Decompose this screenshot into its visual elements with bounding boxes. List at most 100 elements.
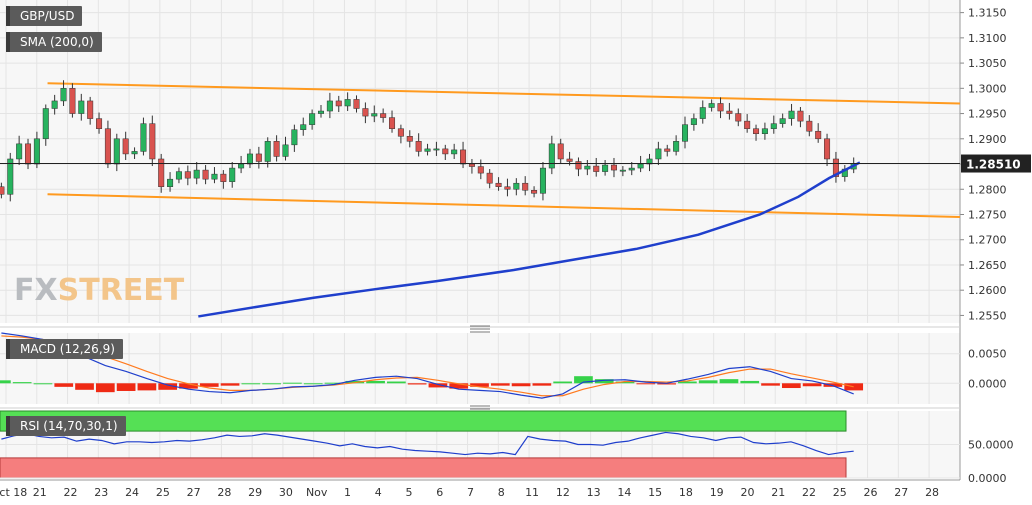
- macd-pane: [0, 333, 960, 404]
- candle-body: [238, 163, 245, 169]
- candle: [548, 135, 555, 175]
- candle: [708, 99, 715, 112]
- sma-indicator-label[interactable]: SMA (200,0): [6, 32, 102, 52]
- macd-histogram-bar: [698, 380, 718, 384]
- candle-body: [397, 128, 404, 137]
- x-tick-label: 18: [679, 486, 693, 499]
- macd-histogram-bar: [407, 383, 427, 385]
- x-tick-label: 29: [248, 486, 262, 499]
- x-tick-label: 5: [406, 486, 413, 499]
- macd-histogram-bar: [33, 383, 53, 385]
- y-tick-label: 1.2950: [968, 108, 1007, 121]
- macd-histogram-bar: [283, 382, 302, 384]
- candle-body: [477, 166, 484, 174]
- candle: [184, 165, 191, 186]
- candle-body: [131, 151, 138, 155]
- y-tick-label: 1.3100: [968, 32, 1007, 45]
- x-tick-label: 27: [894, 486, 908, 499]
- macd-histogram-bar: [0, 380, 11, 384]
- channel-upper-line: [47, 82, 961, 105]
- x-tick-label: 21: [33, 486, 47, 499]
- candle: [824, 133, 831, 167]
- macd-indicator-label[interactable]: MACD (12,26,9): [6, 339, 123, 359]
- candle-body: [122, 138, 129, 155]
- candle-body: [753, 128, 760, 134]
- candle: [815, 123, 822, 143]
- candle-body: [708, 103, 715, 108]
- candle-body: [184, 171, 191, 179]
- x-tick-label: 24: [125, 486, 139, 499]
- rsi-indicator-label[interactable]: RSI (14,70,30,1): [6, 416, 126, 436]
- candle: [60, 80, 67, 106]
- candle-body: [406, 136, 413, 142]
- macd-tick-label: 0.0000: [968, 377, 1007, 390]
- candle: [202, 165, 209, 185]
- candle-body: [104, 128, 111, 165]
- macd-histogram-bar: [75, 383, 94, 390]
- last-price-tag: [961, 154, 1031, 173]
- candle-body: [255, 153, 262, 162]
- candle-body: [326, 100, 333, 112]
- x-tick-label: 21: [771, 486, 785, 499]
- candle-body: [415, 141, 422, 152]
- macd-histogram-bar: [366, 380, 385, 384]
- macd-histogram-bar: [574, 376, 593, 384]
- candle: [131, 147, 138, 159]
- candle: [211, 167, 218, 184]
- candle-body: [264, 141, 271, 162]
- x-tick-label: 25: [156, 486, 170, 499]
- y-tick-label: 1.3050: [968, 57, 1007, 70]
- candle-body: [824, 138, 831, 160]
- x-tick-label: 7: [467, 486, 474, 499]
- candle-body: [451, 149, 458, 155]
- candle-body: [282, 144, 289, 157]
- x-tick-label: 27: [187, 486, 201, 499]
- macd-histogram-bar: [95, 383, 115, 393]
- rsi-tick-label: 50.0000: [968, 439, 1014, 452]
- macd-histogram-bar: [428, 383, 448, 388]
- candle: [7, 152, 14, 202]
- x-tick-label: 26: [864, 486, 878, 499]
- candle: [442, 144, 449, 160]
- candle: [477, 159, 484, 180]
- candle: [317, 104, 325, 118]
- x-tick-label: 20: [740, 486, 754, 499]
- candle: [788, 103, 795, 126]
- candle: [539, 162, 546, 201]
- candle-body: [788, 110, 795, 119]
- candle: [628, 162, 635, 176]
- x-tick-label: 4: [375, 486, 382, 499]
- candle: [531, 186, 538, 198]
- x-tick-label: 13: [587, 486, 601, 499]
- candle: [344, 92, 351, 112]
- y-tick-label: 1.2750: [968, 208, 1007, 221]
- y-tick-label: 1.2700: [968, 234, 1007, 247]
- candle: [584, 159, 591, 176]
- candle-body: [495, 182, 502, 187]
- macd-histogram-bar: [303, 383, 323, 385]
- candle-body: [193, 169, 200, 179]
- candle: [468, 158, 475, 174]
- macd-histogram-bar: [449, 383, 469, 389]
- candle-body: [646, 158, 653, 165]
- macd-histogram-bar: [12, 382, 32, 384]
- candle-body: [42, 108, 49, 140]
- macd-line: [1, 332, 854, 399]
- candle-body: [735, 113, 742, 122]
- candle: [655, 141, 662, 166]
- x-tick-label: Oct 18: [0, 486, 27, 499]
- candle: [486, 169, 493, 189]
- candle: [264, 137, 271, 168]
- candle-body: [575, 161, 582, 170]
- candle: [397, 124, 404, 144]
- symbol-label[interactable]: GBP/USD: [6, 6, 83, 26]
- candle-body: [140, 123, 147, 152]
- candle-body: [16, 143, 23, 160]
- candle-body: [0, 186, 5, 195]
- candle: [682, 116, 689, 149]
- candle: [104, 120, 111, 169]
- candle-body: [51, 100, 58, 109]
- candle-body: [424, 148, 431, 152]
- candle: [646, 153, 653, 172]
- candle: [255, 146, 262, 169]
